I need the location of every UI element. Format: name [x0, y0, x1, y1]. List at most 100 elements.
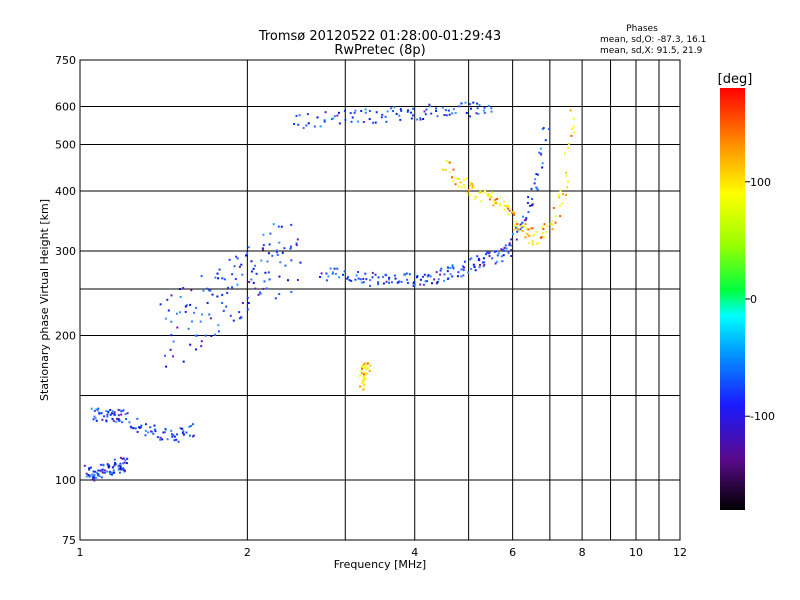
data-point — [477, 259, 480, 262]
data-point — [128, 421, 131, 424]
data-point — [188, 434, 191, 437]
data-point — [448, 171, 451, 174]
data-point — [185, 304, 188, 307]
data-point — [290, 245, 292, 248]
data-point — [531, 227, 534, 230]
grid-lines — [80, 60, 680, 540]
data-point — [452, 180, 455, 183]
data-point — [173, 435, 176, 438]
data-point — [109, 473, 112, 475]
data-point — [472, 263, 475, 266]
data-point — [462, 274, 465, 277]
data-point — [491, 191, 493, 194]
data-point — [95, 408, 98, 411]
data-point — [484, 189, 486, 192]
data-point — [424, 113, 427, 116]
data-point — [514, 228, 517, 231]
data-point — [182, 433, 185, 436]
data-point — [324, 111, 327, 114]
y-tick-labels: 75 100 200 300 400 500 600 750 — [55, 54, 76, 547]
data-point — [113, 458, 116, 461]
data-point — [519, 228, 522, 231]
data-point — [435, 107, 437, 110]
data-point — [483, 111, 486, 114]
data-point — [195, 306, 197, 309]
data-point — [336, 267, 339, 270]
data-point — [295, 244, 298, 247]
data-point — [541, 128, 544, 131]
data-point — [498, 202, 501, 205]
data-point — [118, 468, 120, 471]
data-point — [421, 275, 424, 278]
data-point — [440, 267, 443, 270]
data-point — [166, 298, 169, 301]
data-point — [99, 463, 102, 466]
data-point — [403, 273, 406, 276]
data-point — [504, 205, 507, 208]
data-point — [100, 476, 103, 479]
data-point — [388, 278, 390, 281]
data-point — [96, 474, 99, 477]
data-point — [176, 433, 179, 436]
data-point — [100, 412, 103, 415]
data-point — [184, 310, 187, 313]
data-point — [331, 272, 334, 275]
data-point — [330, 118, 333, 121]
data-point — [462, 178, 465, 181]
data-point — [436, 115, 439, 118]
chart-subtitle: RwPretec (8p) — [334, 43, 425, 58]
data-point — [111, 410, 114, 413]
data-point — [457, 185, 460, 188]
data-point — [349, 112, 352, 115]
data-point — [451, 265, 454, 268]
data-point — [491, 257, 494, 260]
data-point — [355, 274, 358, 277]
data-point — [170, 294, 173, 297]
data-point — [151, 430, 154, 433]
data-point — [231, 286, 234, 289]
data-point — [445, 114, 448, 117]
data-point — [161, 438, 164, 441]
x-tick-label: 10 — [629, 546, 643, 559]
data-point — [120, 410, 123, 413]
data-point — [107, 410, 110, 413]
data-point — [94, 470, 97, 473]
data-point — [525, 218, 527, 221]
data-point — [410, 117, 413, 120]
data-point — [462, 265, 464, 268]
data-point — [238, 265, 241, 268]
data-point — [382, 276, 384, 278]
data-point — [364, 272, 367, 275]
data-point — [103, 469, 106, 472]
data-point — [522, 215, 524, 218]
data-point — [118, 419, 121, 422]
data-point — [483, 106, 486, 109]
data-point — [472, 186, 475, 189]
data-point — [122, 457, 125, 460]
data-point — [195, 348, 197, 351]
data-point — [565, 194, 567, 196]
data-point — [333, 115, 336, 118]
data-point — [134, 427, 137, 430]
data-point — [478, 191, 481, 194]
data-point — [551, 223, 554, 226]
phases-title: Phases — [626, 24, 658, 34]
data-point — [366, 362, 369, 365]
data-point — [490, 110, 493, 113]
data-point — [234, 278, 237, 280]
data-point — [482, 265, 485, 268]
data-point — [371, 271, 374, 274]
data-point — [272, 223, 275, 226]
data-point — [405, 272, 408, 275]
data-point — [518, 230, 521, 233]
colorbar-tick-label: -100 — [750, 410, 775, 423]
data-point — [117, 408, 120, 411]
data-point — [521, 224, 524, 227]
data-point — [462, 268, 465, 271]
data-point — [296, 279, 299, 281]
data-point — [119, 456, 122, 459]
data-point — [112, 469, 115, 472]
data-point — [462, 184, 465, 186]
data-point — [163, 431, 166, 434]
data-point — [546, 225, 548, 228]
